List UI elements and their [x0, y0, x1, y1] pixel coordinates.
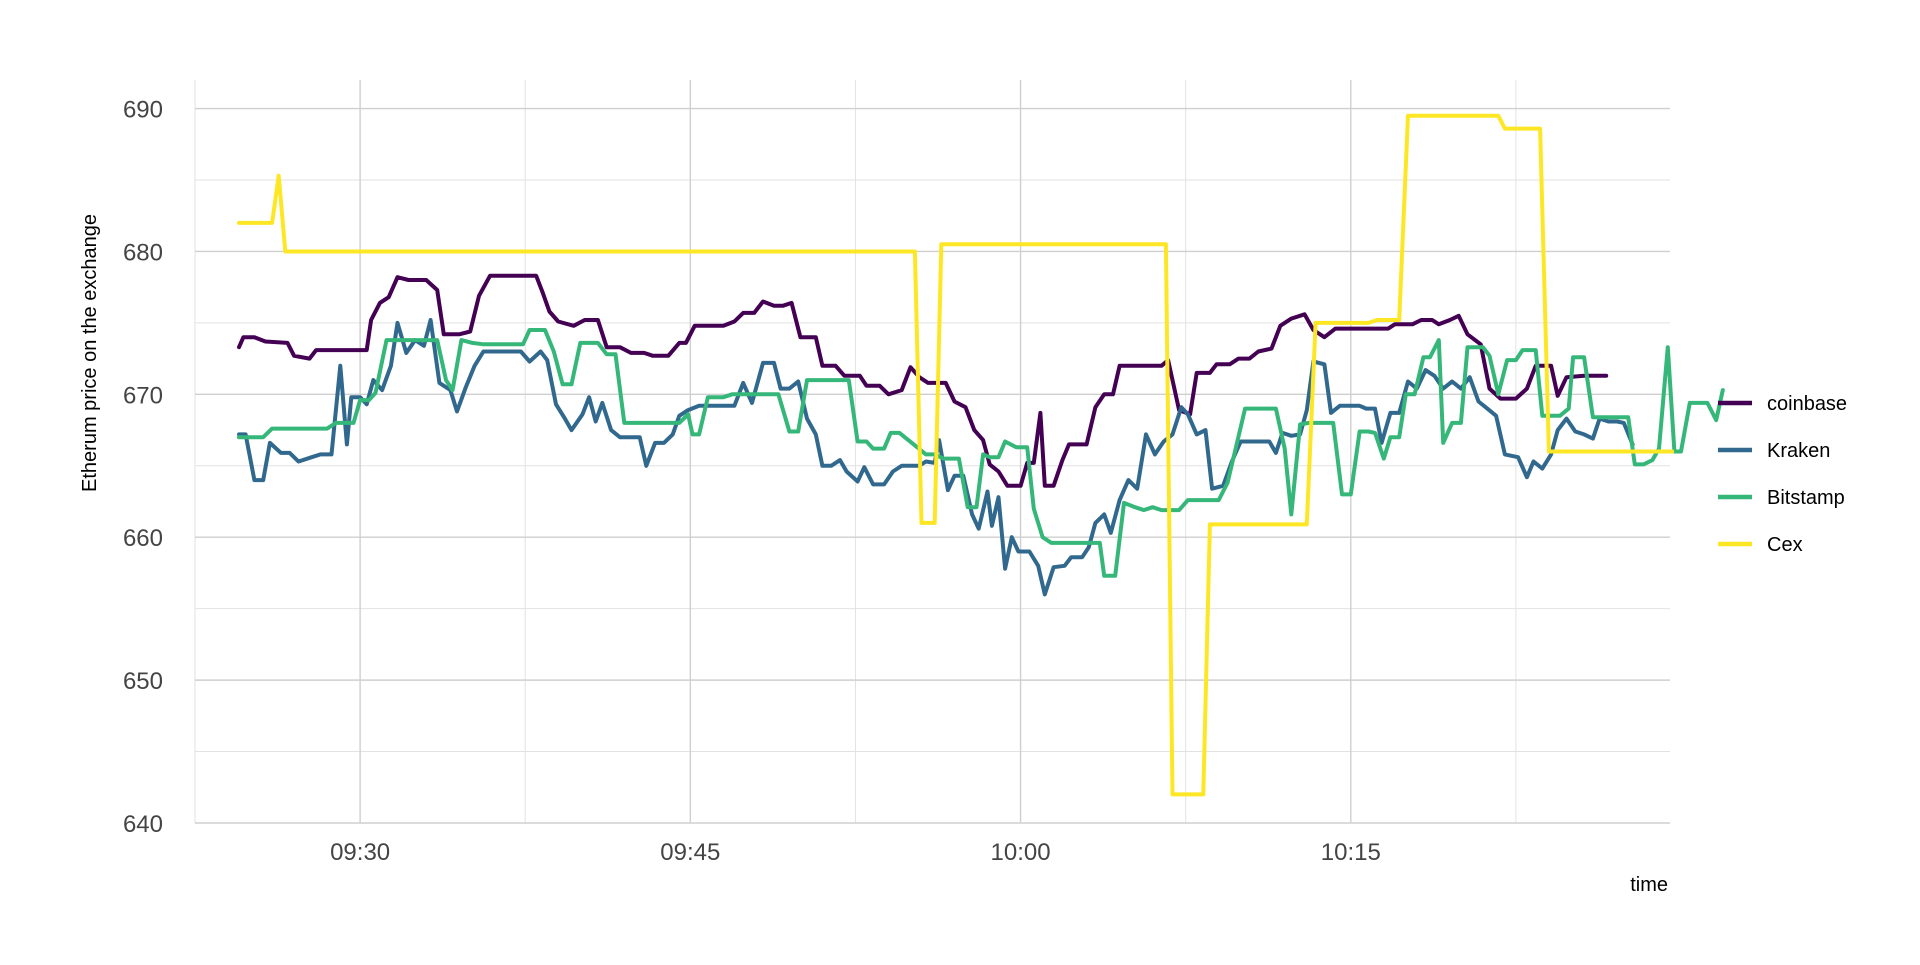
axis-ticks: 09:30 09:45 10:00 10:15 640 650 660 670 680 690	[123, 97, 1381, 866]
x-tick-label: 09:45	[660, 839, 720, 866]
y-axis-title: Etherum price on the exchange	[79, 214, 101, 492]
legend-label: coinbase	[1767, 393, 1847, 415]
x-tick-label: 10:15	[1321, 839, 1381, 866]
legend-label: Cex	[1767, 534, 1803, 556]
legend-label: Kraken	[1767, 440, 1830, 462]
series-line-bitstamp	[237, 328, 1725, 578]
legend-item-bitstamp: Bitstamp	[1718, 487, 1845, 509]
grid-layer	[194, 80, 1670, 824]
legend: coinbase Kraken Bitstamp Cex	[1718, 393, 1847, 556]
y-tick-label: 690	[123, 97, 163, 124]
legend-item-coinbase: coinbase	[1718, 393, 1847, 415]
series-line-cex	[237, 113, 1675, 797]
series-layer	[237, 113, 1725, 797]
x-tick-label: 10:00	[991, 839, 1051, 866]
series-line-coinbase	[237, 273, 1609, 488]
legend-label: Bitstamp	[1767, 487, 1845, 509]
x-axis-title: time	[1630, 874, 1668, 896]
legend-item-cex: Cex	[1718, 534, 1803, 556]
y-tick-label: 670	[123, 382, 163, 409]
y-tick-label: 640	[123, 811, 163, 838]
y-tick-label: 660	[123, 525, 163, 552]
y-tick-label: 680	[123, 239, 163, 266]
x-tick-label: 09:30	[330, 839, 390, 866]
legend-item-kraken: Kraken	[1718, 440, 1830, 462]
y-tick-label: 650	[123, 668, 163, 695]
series-line-kraken	[237, 318, 1635, 597]
